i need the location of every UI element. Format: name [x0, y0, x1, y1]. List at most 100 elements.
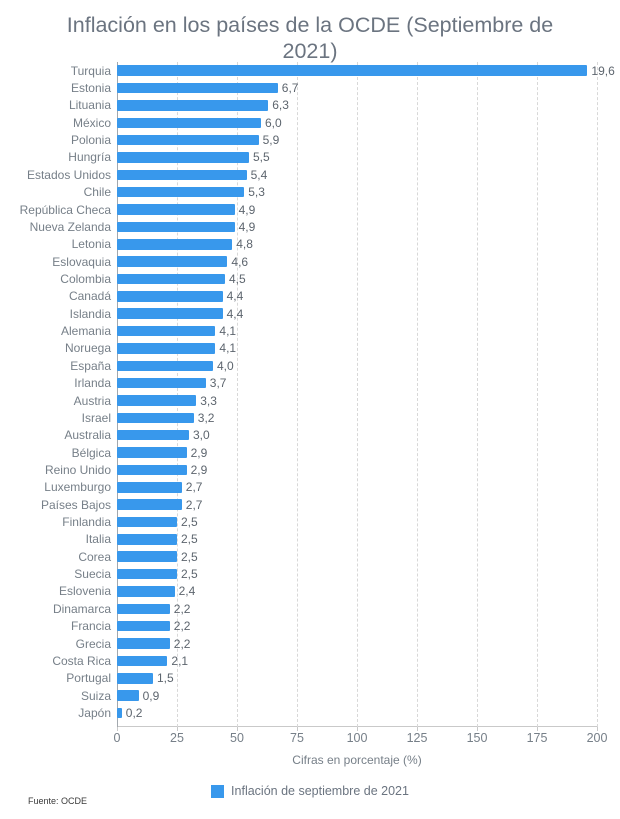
country-label: Estonia — [70, 81, 111, 96]
inflation-bar[interactable] — [117, 100, 269, 111]
bar-row: Alemania 4,1 — [0, 322, 597, 339]
bar-row: Grecia 2,2 — [0, 635, 597, 652]
value-label: 2,7 — [185, 480, 203, 495]
bar-row: España 4,0 — [0, 357, 597, 374]
country-label: Reino Unido — [44, 462, 111, 477]
tick-mark — [117, 727, 118, 731]
inflation-bar[interactable] — [117, 169, 247, 181]
country-label: Eslovaquia — [52, 254, 111, 269]
inflation-bar[interactable] — [117, 134, 259, 146]
inflation-bar[interactable] — [117, 603, 170, 615]
inflation-bar[interactable] — [117, 291, 223, 302]
country-label: Portugal — [66, 671, 111, 686]
inflation-bar[interactable] — [117, 360, 213, 372]
inflation-bar[interactable] — [117, 239, 233, 250]
country-label: Hungría — [68, 150, 111, 165]
bar-track: 0,9 — [117, 687, 597, 704]
inflation-bar[interactable] — [117, 534, 177, 545]
country-label: Finlandia — [62, 515, 111, 530]
inflation-bar[interactable] — [117, 429, 189, 441]
bar-track: 4,9 — [117, 201, 597, 218]
inflation-bar[interactable] — [117, 152, 249, 163]
inflation-bar[interactable] — [117, 395, 197, 406]
inflation-bar[interactable] — [117, 638, 170, 649]
bar-track: 3,2 — [117, 409, 597, 426]
bar-row: Portugal 1,5 — [0, 670, 597, 687]
inflation-bar[interactable] — [117, 673, 153, 684]
country-label: Países Bajos — [40, 497, 111, 512]
inflation-bar[interactable] — [117, 551, 177, 562]
inflation-bar[interactable] — [117, 377, 206, 389]
bar-track: 4,1 — [117, 322, 597, 339]
country-label: Costa Rica — [52, 653, 111, 668]
value-label: 2,2 — [173, 636, 191, 651]
bar-track: 6,7 — [117, 79, 597, 96]
bar-row: Estados Unidos 5,4 — [0, 166, 597, 183]
tick-mark — [417, 727, 418, 731]
gridline — [417, 62, 418, 727]
bar-row: Turquia 19,6 — [0, 62, 615, 79]
country-label: Bélgica — [71, 445, 111, 460]
inflation-bar[interactable] — [117, 412, 194, 424]
inflation-bar[interactable] — [117, 186, 245, 198]
inflation-bar[interactable] — [117, 117, 261, 128]
country-label: Canadá — [68, 289, 111, 304]
inflation-bar[interactable] — [117, 204, 235, 215]
bar-row: Irlanda 3,7 — [0, 374, 597, 391]
bar-track: 1,5 — [117, 670, 597, 687]
bar-row: Australia 3,0 — [0, 427, 597, 444]
value-label: 4,1 — [219, 341, 237, 356]
bar-track: 4,4 — [117, 288, 597, 305]
value-label: 4,5 — [229, 271, 246, 286]
value-label: 3,2 — [197, 410, 215, 425]
inflation-bar[interactable] — [117, 343, 216, 354]
value-label: 1,5 — [157, 671, 174, 686]
inflation-bar[interactable] — [117, 516, 177, 528]
bar-track: 19,6 — [117, 62, 615, 79]
inflation-bar[interactable] — [117, 568, 177, 580]
inflation-bar[interactable] — [117, 325, 216, 337]
country-label: Polonia — [70, 133, 111, 148]
inflation-bar[interactable] — [117, 447, 187, 458]
value-label: 4,6 — [231, 254, 249, 269]
inflation-bar[interactable] — [117, 655, 168, 667]
x-tick-label: 175 — [526, 731, 548, 745]
inflation-bar[interactable] — [117, 707, 122, 719]
inflation-bar[interactable] — [117, 690, 139, 701]
country-label: Italia — [85, 532, 111, 547]
tick-mark — [597, 727, 598, 731]
inflation-bar[interactable] — [117, 221, 235, 233]
inflation-bar[interactable] — [117, 464, 187, 476]
value-label: 6,7 — [281, 81, 299, 96]
chart-title: Inflación en los países de la OCDE (Sept… — [66, 13, 554, 64]
country-label: Irlanda — [74, 376, 111, 391]
tick-mark — [297, 727, 298, 731]
x-axis-ticks: 0 25 50 75 100 125 150 175 200 — [114, 731, 608, 747]
bar-row: República Checa 4,9 — [0, 201, 597, 218]
country-label: Luxemburgo — [44, 480, 111, 495]
value-label: 2,5 — [181, 567, 198, 582]
inflation-bar[interactable] — [117, 308, 223, 319]
bar-track: 2,5 — [117, 548, 597, 565]
bar-row: Costa Rica 2,1 — [0, 652, 597, 669]
inflation-bar[interactable] — [117, 65, 588, 76]
inflation-bar[interactable] — [117, 586, 175, 597]
inflation-bar[interactable] — [117, 273, 225, 285]
inflation-bar[interactable] — [117, 82, 278, 94]
inflation-bar[interactable] — [117, 482, 182, 493]
legend-label: Inflación de septiembre de 2021 — [231, 784, 409, 798]
bar-track: 2,9 — [117, 444, 597, 461]
inflation-bar[interactable] — [117, 620, 170, 632]
inflation-bar[interactable] — [117, 499, 182, 510]
tick-mark — [357, 727, 358, 731]
x-tick-label: 150 — [466, 731, 488, 745]
bar-track: 5,3 — [117, 184, 597, 201]
country-label: Chile — [83, 185, 111, 200]
value-label: 4,1 — [219, 324, 237, 339]
country-label: Francia — [70, 619, 111, 634]
value-label: 6,3 — [272, 98, 289, 113]
inflation-bar[interactable] — [117, 256, 228, 267]
value-label: 4,0 — [217, 358, 234, 373]
bar-track: 2,7 — [117, 479, 597, 496]
country-label: Dinamarca — [52, 601, 111, 616]
